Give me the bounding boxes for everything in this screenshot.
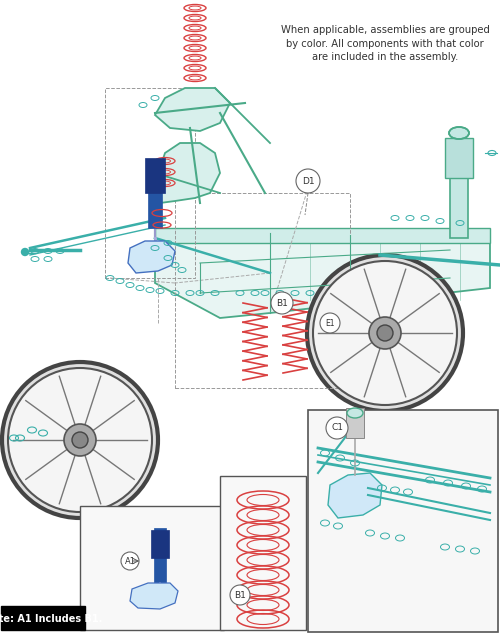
Polygon shape	[155, 228, 490, 243]
FancyBboxPatch shape	[1, 606, 85, 630]
Circle shape	[377, 325, 393, 341]
Text: Note: A1 Includes B1.: Note: A1 Includes B1.	[0, 614, 102, 624]
Polygon shape	[155, 88, 230, 131]
Text: E1: E1	[325, 318, 335, 327]
Circle shape	[320, 313, 340, 333]
Text: A1: A1	[124, 556, 136, 565]
FancyBboxPatch shape	[80, 506, 224, 630]
FancyBboxPatch shape	[220, 476, 306, 630]
Text: When applicable, assemblies are grouped
by color. All components with that color: When applicable, assemblies are grouped …	[280, 25, 490, 62]
Ellipse shape	[347, 408, 363, 418]
Circle shape	[313, 261, 457, 405]
Bar	[450, 158, 468, 238]
Bar	[145, 158, 165, 193]
Bar	[154, 528, 166, 583]
Circle shape	[72, 432, 88, 448]
Polygon shape	[155, 143, 220, 203]
FancyBboxPatch shape	[308, 410, 498, 632]
Circle shape	[230, 585, 250, 605]
Circle shape	[64, 424, 96, 456]
Polygon shape	[128, 241, 175, 273]
Text: D1: D1	[302, 177, 314, 185]
Circle shape	[307, 255, 463, 411]
Polygon shape	[328, 473, 382, 518]
Polygon shape	[155, 233, 490, 318]
Text: C1: C1	[331, 423, 343, 432]
Bar	[151, 530, 169, 558]
Text: B1: B1	[276, 299, 288, 308]
Polygon shape	[130, 583, 178, 609]
Circle shape	[121, 552, 139, 570]
Circle shape	[326, 417, 348, 439]
Bar	[148, 163, 162, 228]
Circle shape	[2, 362, 158, 518]
Circle shape	[8, 368, 152, 512]
Circle shape	[369, 317, 401, 349]
Text: B1: B1	[234, 591, 246, 599]
Bar	[346, 408, 364, 438]
Bar	[445, 138, 473, 178]
Ellipse shape	[449, 127, 469, 139]
Circle shape	[271, 292, 293, 314]
Circle shape	[296, 169, 320, 193]
Ellipse shape	[22, 249, 29, 256]
